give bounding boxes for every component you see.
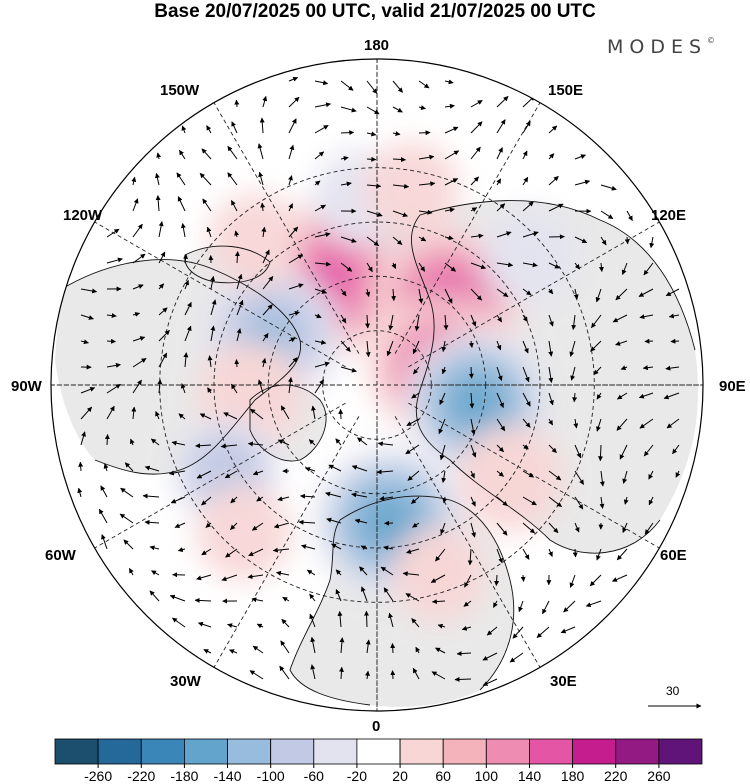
colorbar-tick-label: -180 xyxy=(170,768,198,784)
wind-arrow-204 xyxy=(645,341,653,342)
colorbar-swatch-4 xyxy=(228,739,271,764)
colorbar-swatch-5 xyxy=(271,739,314,764)
lon-label-60w: 60W xyxy=(45,547,76,564)
colorbar-swatch-12 xyxy=(573,739,616,764)
reference-vector-label: 30 xyxy=(666,684,679,698)
colorbar-swatch-6 xyxy=(314,739,357,764)
wind-arrow-457 xyxy=(393,671,394,679)
colorbar-swatch-3 xyxy=(184,739,227,764)
colorbar-swatch-8 xyxy=(400,739,443,764)
wind-arrow-382 xyxy=(575,549,576,557)
anomaly-center-15 xyxy=(221,206,291,276)
lon-label-120e: 120E xyxy=(651,207,686,224)
colorbar-swatch-2 xyxy=(141,739,184,764)
wind-arrow-212 xyxy=(236,360,237,367)
lon-label-150e: 150E xyxy=(548,82,583,99)
colorbar-tick-label: -140 xyxy=(213,768,241,784)
lon-label-0: 0 xyxy=(372,718,380,735)
wind-arrow-430 xyxy=(366,611,367,627)
lon-label-90w: 90W xyxy=(11,378,42,395)
wind-arrow-25 xyxy=(341,132,354,133)
wind-arrow-295 xyxy=(80,462,81,471)
colorbar-swatch-14 xyxy=(659,739,702,764)
lon-label-30w: 30W xyxy=(170,673,201,690)
colorbar-swatch-13 xyxy=(616,739,659,764)
lon-label-150w: 150W xyxy=(160,82,199,99)
colorbar-tick-label: 180 xyxy=(561,768,584,784)
colorbar-tick-label: -60 xyxy=(304,768,324,784)
colorbar xyxy=(55,739,702,768)
wind-arrow-219 xyxy=(471,367,472,378)
colorbar-swatch-9 xyxy=(443,739,486,764)
colorbar-tick-label: -20 xyxy=(347,768,367,784)
colorbar-swatch-1 xyxy=(98,739,141,764)
wind-arrow-399 xyxy=(496,575,497,586)
colorbar-swatch-11 xyxy=(530,739,573,764)
wind-arrow-28 xyxy=(419,133,430,134)
colorbar-tick-label: -260 xyxy=(84,768,112,784)
wind-arrow-291 xyxy=(600,445,601,461)
wind-arrow-272 xyxy=(107,435,108,446)
colorbar-tick-label: 140 xyxy=(518,768,541,784)
anomaly-center-10 xyxy=(209,498,279,568)
wind-arrow-117 xyxy=(237,252,238,263)
colorbar-tick-label: -220 xyxy=(127,768,155,784)
wind-arrow-42 xyxy=(367,159,376,160)
anomaly-core-4 xyxy=(451,376,504,429)
lon-label-60e: 60E xyxy=(660,547,687,564)
wind-arrow-7 xyxy=(236,100,237,107)
colorbar-swatch-0 xyxy=(55,739,98,764)
wind-arrow-400 xyxy=(523,575,524,581)
colorbar-swatch-7 xyxy=(357,739,400,764)
lon-label-30e: 30E xyxy=(550,673,577,690)
colorbar-tick-label: 60 xyxy=(435,768,451,784)
wind-arrow-110 xyxy=(627,237,628,244)
wind-arrow-259 xyxy=(341,409,342,419)
wind-arrow-183 xyxy=(107,341,116,342)
wind-arrow-460 xyxy=(455,679,471,680)
anomaly-center-12 xyxy=(494,222,564,292)
wind-arrow-205 xyxy=(671,341,679,342)
colorbar-tick-label: 100 xyxy=(475,768,498,784)
colorbar-tick-label: 260 xyxy=(647,768,670,784)
anomaly-center-14 xyxy=(376,154,446,224)
lon-label-120w: 120W xyxy=(63,207,102,224)
colorbar-tick-label: -100 xyxy=(257,768,285,784)
colorbar-swatch-10 xyxy=(486,739,529,764)
wind-arrow-446 xyxy=(392,644,393,654)
colorbar-tick-label: 20 xyxy=(392,768,408,784)
colorbar-tick-label: 220 xyxy=(604,768,627,784)
lon-label-90e: 90E xyxy=(719,378,746,395)
lon-label-180: 180 xyxy=(364,37,389,54)
